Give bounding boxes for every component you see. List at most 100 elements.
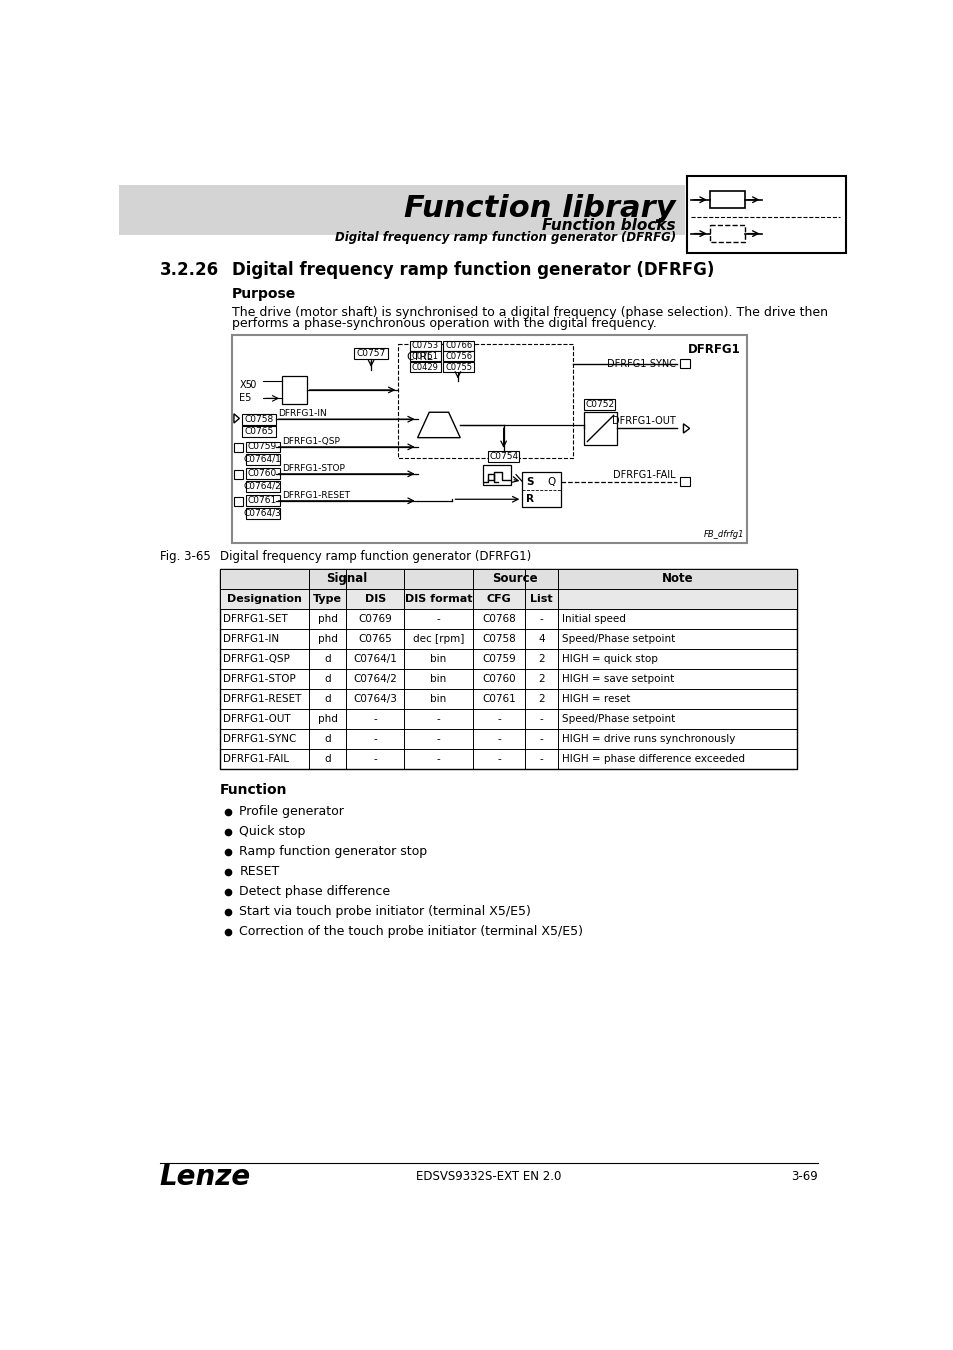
Bar [521, 472, 560, 508]
Text: DFRFG1: DFRFG1 [687, 343, 740, 356]
Bar [245, 454, 279, 464]
Text: FB_dfrfg1: FB_dfrfg1 [703, 531, 744, 539]
Bar [410, 351, 440, 362]
Bar [245, 495, 279, 506]
Text: DFRFG1-RESET: DFRFG1-RESET [282, 491, 350, 500]
Text: d: d [324, 753, 331, 764]
Text: HIGH = save setpoint: HIGH = save setpoint [561, 674, 674, 683]
Bar [220, 589, 797, 609]
Bar [245, 468, 279, 479]
Text: DFRFG1-SET: DFRFG1-SET [223, 614, 288, 624]
Bar [443, 362, 474, 373]
Text: DFRFG1-STOP: DFRFG1-STOP [282, 464, 345, 472]
Bar [233, 443, 243, 452]
Text: List: List [530, 594, 553, 603]
Text: 3.2.26: 3.2.26 [159, 261, 218, 279]
Text: -: - [497, 753, 500, 764]
Text: C0764/1: C0764/1 [353, 653, 396, 664]
Bar [443, 340, 474, 351]
Bar [397, 344, 572, 459]
Bar [679, 477, 689, 486]
Text: -: - [436, 734, 440, 744]
Text: bin: bin [430, 674, 446, 683]
Text: C0429: C0429 [412, 363, 438, 371]
Text: phd: phd [317, 714, 337, 724]
Text: C0760: C0760 [248, 470, 277, 478]
Text: Designation: Designation [227, 594, 302, 603]
Text: HIGH = phase difference exceeded: HIGH = phase difference exceeded [561, 753, 744, 764]
Text: DIS format: DIS format [404, 594, 472, 603]
Bar [220, 568, 797, 768]
Text: C0760: C0760 [481, 674, 516, 683]
Bar [583, 400, 615, 410]
Text: -: - [539, 753, 543, 764]
Text: DFRFG1-FAIL: DFRFG1-FAIL [223, 753, 289, 764]
Text: The drive (motor shaft) is synchronised to a digital frequency (phase selection): The drive (motor shaft) is synchronised … [232, 305, 827, 319]
Text: DFRFG1-OUT: DFRFG1-OUT [611, 417, 675, 427]
Text: HIGH = drive runs synchronously: HIGH = drive runs synchronously [561, 734, 735, 744]
Text: -: - [497, 734, 500, 744]
Bar [119, 185, 684, 235]
Text: C0759: C0759 [248, 443, 277, 451]
Text: CTRL: CTRL [406, 352, 432, 362]
Text: DFRFG1-SYNC: DFRFG1-SYNC [606, 359, 675, 369]
Bar [443, 351, 474, 362]
Text: C0753: C0753 [412, 342, 438, 350]
Bar [410, 340, 440, 351]
Text: -: - [539, 614, 543, 624]
Text: 2: 2 [537, 653, 544, 664]
Text: C0768: C0768 [481, 614, 516, 624]
Text: Initial speed: Initial speed [561, 614, 625, 624]
Text: bin: bin [430, 653, 446, 664]
Text: Function library: Function library [404, 193, 675, 223]
Text: DFRFG1-STOP: DFRFG1-STOP [223, 674, 295, 683]
Text: bin: bin [430, 694, 446, 703]
Text: dec [rpm]: dec [rpm] [413, 633, 464, 644]
Text: Lenze: Lenze [159, 1162, 251, 1191]
Text: X5: X5 [239, 381, 252, 390]
Text: C0758: C0758 [481, 633, 516, 644]
Text: C0764/3: C0764/3 [243, 509, 281, 517]
Text: performs a phase-synchronous operation with the digital frequency.: performs a phase-synchronous operation w… [232, 317, 656, 331]
Text: C0764/2: C0764/2 [244, 482, 281, 490]
Text: Profile generator: Profile generator [239, 806, 344, 818]
Text: C0764/2: C0764/2 [353, 674, 396, 683]
Text: Purpose: Purpose [232, 288, 295, 301]
Text: -: - [539, 714, 543, 724]
Text: S: S [525, 477, 533, 486]
Bar [241, 414, 275, 424]
Bar [233, 470, 243, 479]
Text: Signal: Signal [325, 572, 367, 585]
Text: C0764/1: C0764/1 [243, 455, 281, 463]
Text: -: - [374, 753, 376, 764]
Text: Ramp function generator stop: Ramp function generator stop [239, 845, 427, 859]
Text: Fig. 3-65: Fig. 3-65 [159, 549, 210, 563]
Text: DIS: DIS [364, 594, 386, 603]
Text: Digital frequency ramp function generator (DFRFG): Digital frequency ramp function generato… [232, 261, 713, 279]
Text: C0759: C0759 [481, 653, 516, 664]
Text: C0754: C0754 [489, 452, 517, 460]
Text: EDSVS9332S-EXT EN 2.0: EDSVS9332S-EXT EN 2.0 [416, 1170, 561, 1184]
Text: 2: 2 [537, 694, 544, 703]
Text: -: - [539, 734, 543, 744]
Text: C0761: C0761 [481, 694, 516, 703]
Text: Digital frequency ramp function generator (DFRFG1): Digital frequency ramp function generato… [220, 549, 531, 563]
Text: -: - [436, 714, 440, 724]
Text: -: - [436, 753, 440, 764]
Text: phd: phd [317, 633, 337, 644]
Bar [282, 377, 307, 404]
Text: Digital frequency ramp function generator (DFRFG): Digital frequency ramp function generato… [335, 231, 675, 244]
Bar [245, 508, 279, 518]
Text: 2: 2 [537, 674, 544, 683]
Text: C0764/3: C0764/3 [353, 694, 396, 703]
Text: C0765: C0765 [244, 427, 274, 436]
Text: Correction of the touch probe initiator (terminal X5/E5): Correction of the touch probe initiator … [239, 926, 583, 938]
Text: C0765: C0765 [358, 633, 392, 644]
Bar [354, 348, 388, 359]
Text: E5: E5 [239, 393, 252, 404]
Text: RESET: RESET [239, 865, 279, 879]
Text: d: d [324, 734, 331, 744]
Text: DFRFG1-FAIL: DFRFG1-FAIL [613, 470, 675, 481]
Text: C0761: C0761 [248, 497, 277, 505]
Text: d: d [324, 694, 331, 703]
